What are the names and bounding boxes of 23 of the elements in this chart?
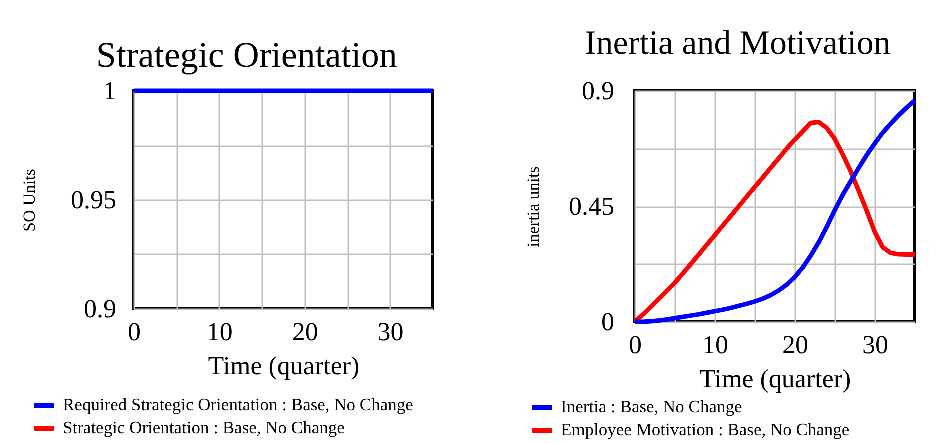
x-tick-label: 0 [128,318,141,346]
legend-label: Inertia : Base, No Change [561,396,742,416]
y-tick-label: 0.95 [71,186,116,214]
x-tick-label: 10 [206,318,233,346]
x-tick-label: 30 [378,318,404,346]
legend-label: Strategic Orientation : Base, No Change [63,418,346,438]
x-tick-label: 0 [629,330,642,360]
chart-title: Strategic Orientation [96,35,398,75]
x-tick-label: 10 [702,330,728,360]
x-axis-title: Time (quarter) [700,364,852,394]
y-tick-label: 0.9 [84,294,116,324]
legend-label: Employee Motivation : Base, No Change [561,420,850,440]
y-axis-title: inertia units [524,166,543,248]
x-tick-label: 20 [782,330,808,360]
x-axis-title: Time (quarter) [208,352,360,380]
x-tick-label: 30 [862,330,888,360]
legend-label: Required Strategic Orientation : Base, No Change [63,394,414,414]
y-tick-label: 1 [104,76,116,106]
y-tick-label: 0.45 [569,192,614,221]
y-axis-title: SO Units [20,169,39,232]
x-tick-label: 20 [292,318,318,346]
chart-title: Inertia and Motivation [584,25,891,62]
y-tick-label: 0.9 [582,76,614,106]
